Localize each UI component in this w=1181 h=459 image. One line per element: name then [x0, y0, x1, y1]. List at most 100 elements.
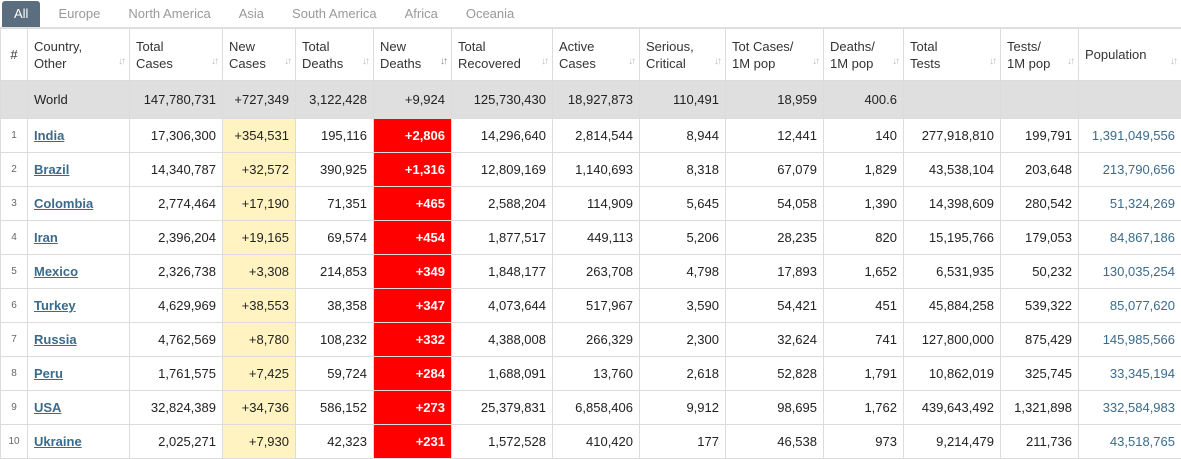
cell-idx: 7 — [1, 323, 28, 357]
cell-cases_per_m: 17,893 — [726, 255, 824, 289]
country-link[interactable]: Turkey — [34, 298, 76, 313]
country-link[interactable]: Colombia — [34, 196, 93, 211]
country-link[interactable]: India — [34, 128, 64, 143]
header-label: New — [229, 39, 255, 54]
sort-icon[interactable]: ↓↑ — [211, 53, 217, 70]
sort-icon[interactable]: ↓↑ — [812, 53, 818, 70]
cell-total_deaths: 214,853 — [296, 255, 374, 289]
cell-active_cases: 517,967 — [553, 289, 640, 323]
cell-cases_per_m: 12,441 — [726, 119, 824, 153]
header-label: Total — [458, 39, 485, 54]
sort-icon[interactable]: ↓↑ — [541, 53, 547, 70]
sort-icon[interactable]: ↓↑ — [892, 53, 898, 70]
sort-icon[interactable]: ↓↑ — [989, 53, 995, 70]
header-idx: # — [1, 29, 28, 81]
country-link[interactable]: USA — [34, 400, 61, 415]
header-cases_per_m[interactable]: Tot Cases/1M pop↓↑ — [726, 29, 824, 81]
sort-icon[interactable]: ↓↑ — [1067, 53, 1073, 70]
cell-country: Iran — [28, 221, 130, 255]
country-link[interactable]: Brazil — [34, 162, 69, 177]
cell-tests_per_m: 539,322 — [1001, 289, 1079, 323]
country-link[interactable]: Ukraine — [34, 434, 82, 449]
cell-total_tests — [904, 81, 1001, 119]
cell-total_cases: 17,306,300 — [130, 119, 223, 153]
header-population[interactable]: Population↓↑ — [1079, 29, 1181, 81]
header-deaths_per_m[interactable]: Deaths/1M pop↓↑ — [824, 29, 904, 81]
cell-tests_per_m: 203,648 — [1001, 153, 1079, 187]
country-link[interactable]: Mexico — [34, 264, 78, 279]
cell-idx — [1, 81, 28, 119]
cell-idx: 6 — [1, 289, 28, 323]
header-country[interactable]: Country,Other↓↑ — [28, 29, 130, 81]
country-link[interactable]: Peru — [34, 366, 63, 381]
header-label: Critical — [646, 56, 686, 71]
header-label: New — [380, 39, 406, 54]
cell-new_deaths: +454 — [374, 221, 452, 255]
cell-tests_per_m — [1001, 81, 1079, 119]
sort-icon[interactable]: ↓↑ — [714, 53, 720, 70]
tab-south-america[interactable]: South America — [278, 1, 391, 27]
cell-new_deaths: +1,316 — [374, 153, 452, 187]
cell-new_deaths: +284 — [374, 357, 452, 391]
cell-total_deaths: 69,574 — [296, 221, 374, 255]
header-label: Active — [559, 39, 594, 54]
cell-serious: 5,645 — [640, 187, 726, 221]
tab-north-america[interactable]: North America — [114, 1, 224, 27]
header-label: Recovered — [458, 56, 521, 71]
sort-icon[interactable]: ↓↑ — [362, 53, 368, 70]
cell-new_cases: +19,165 — [223, 221, 296, 255]
sort-icon[interactable]: ↓↑ — [284, 53, 290, 70]
cell-country: Ukraine — [28, 425, 130, 459]
cell-cases_per_m: 67,079 — [726, 153, 824, 187]
header-active_cases[interactable]: Active Cases ↓↑ — [553, 29, 640, 81]
cell-population: 43,518,765 — [1079, 425, 1181, 459]
header-serious[interactable]: Serious,Critical↓↑ — [640, 29, 726, 81]
cell-population: 85,077,620 — [1079, 289, 1181, 323]
cell-total_deaths: 3,122,428 — [296, 81, 374, 119]
header-label: Cases — [559, 56, 596, 71]
cell-population — [1079, 81, 1181, 119]
tab-europe[interactable]: Europe — [44, 1, 114, 27]
cell-total_recovered: 14,296,640 — [452, 119, 553, 153]
tab-all[interactable]: All — [2, 1, 40, 27]
cell-active_cases: 410,420 — [553, 425, 640, 459]
cell-population: 145,985,566 — [1079, 323, 1181, 357]
header-total_recovered[interactable]: Total Recovered ↓↑ — [452, 29, 553, 81]
header-tests_per_m[interactable]: Tests/1M pop↓↑ — [1001, 29, 1079, 81]
cell-idx: 10 — [1, 425, 28, 459]
cell-total_tests: 439,643,492 — [904, 391, 1001, 425]
cell-serious: 2,618 — [640, 357, 726, 391]
cell-active_cases: 2,814,544 — [553, 119, 640, 153]
cell-total_deaths: 59,724 — [296, 357, 374, 391]
tab-asia[interactable]: Asia — [225, 1, 278, 27]
cell-serious: 8,944 — [640, 119, 726, 153]
cell-new_cases: +17,190 — [223, 187, 296, 221]
country-link[interactable]: Russia — [34, 332, 77, 347]
cell-total_deaths: 195,116 — [296, 119, 374, 153]
cell-new_cases: +38,553 — [223, 289, 296, 323]
sort-icon[interactable]: ↓↑ — [440, 53, 446, 70]
tab-africa[interactable]: Africa — [391, 1, 452, 27]
cell-tests_per_m: 280,542 — [1001, 187, 1079, 221]
sort-icon[interactable]: ↓↑ — [628, 53, 634, 70]
cell-total_cases: 2,025,271 — [130, 425, 223, 459]
tab-oceania[interactable]: Oceania — [452, 1, 528, 27]
cell-total_cases: 4,629,969 — [130, 289, 223, 323]
country-link[interactable]: Iran — [34, 230, 58, 245]
header-label: 1M pop — [1007, 56, 1050, 71]
sort-icon[interactable]: ↓↑ — [118, 53, 124, 70]
cell-country: World — [28, 81, 130, 119]
cell-population: 213,790,656 — [1079, 153, 1181, 187]
cell-serious: 177 — [640, 425, 726, 459]
sort-icon[interactable]: ↓↑ — [1170, 53, 1176, 70]
cell-active_cases: 13,760 — [553, 357, 640, 391]
